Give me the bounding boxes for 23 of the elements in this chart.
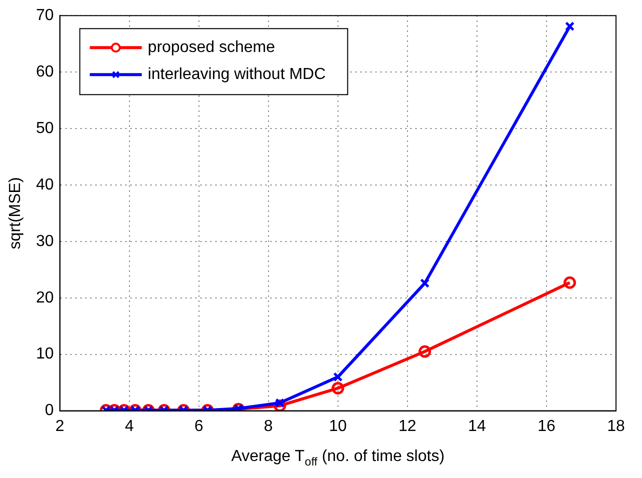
x-tick-label: 18 [607,418,625,435]
x-tick-label: 8 [264,418,273,435]
x-tick-label: 10 [329,418,347,435]
x-tick-label: 16 [538,418,556,435]
x-tick-label: 6 [194,418,204,435]
y-tick-label: 40 [36,176,54,194]
y-tick-label: 30 [36,232,54,250]
y-tick-label: 50 [36,120,54,137]
point [420,278,430,288]
y-axis-title: sqrt(MSE) [7,177,24,250]
x-tick-label: 4 [124,418,134,435]
x-tick-label: 2 [55,418,64,435]
y-tick-label: 10 [36,346,54,363]
point [564,276,576,289]
y-tick-label: 20 [36,289,54,306]
x-tick-label: 12 [398,418,416,435]
point [564,22,575,32]
y-tick-label: 70 [36,7,54,24]
x-tick-label: 14 [468,418,486,435]
y-tick-label: 60 [36,63,54,80]
legend-label: proposed scheme [148,39,276,56]
legend-label: interleaving without MDC [148,66,326,84]
y-tick-label: 0 [44,402,54,420]
